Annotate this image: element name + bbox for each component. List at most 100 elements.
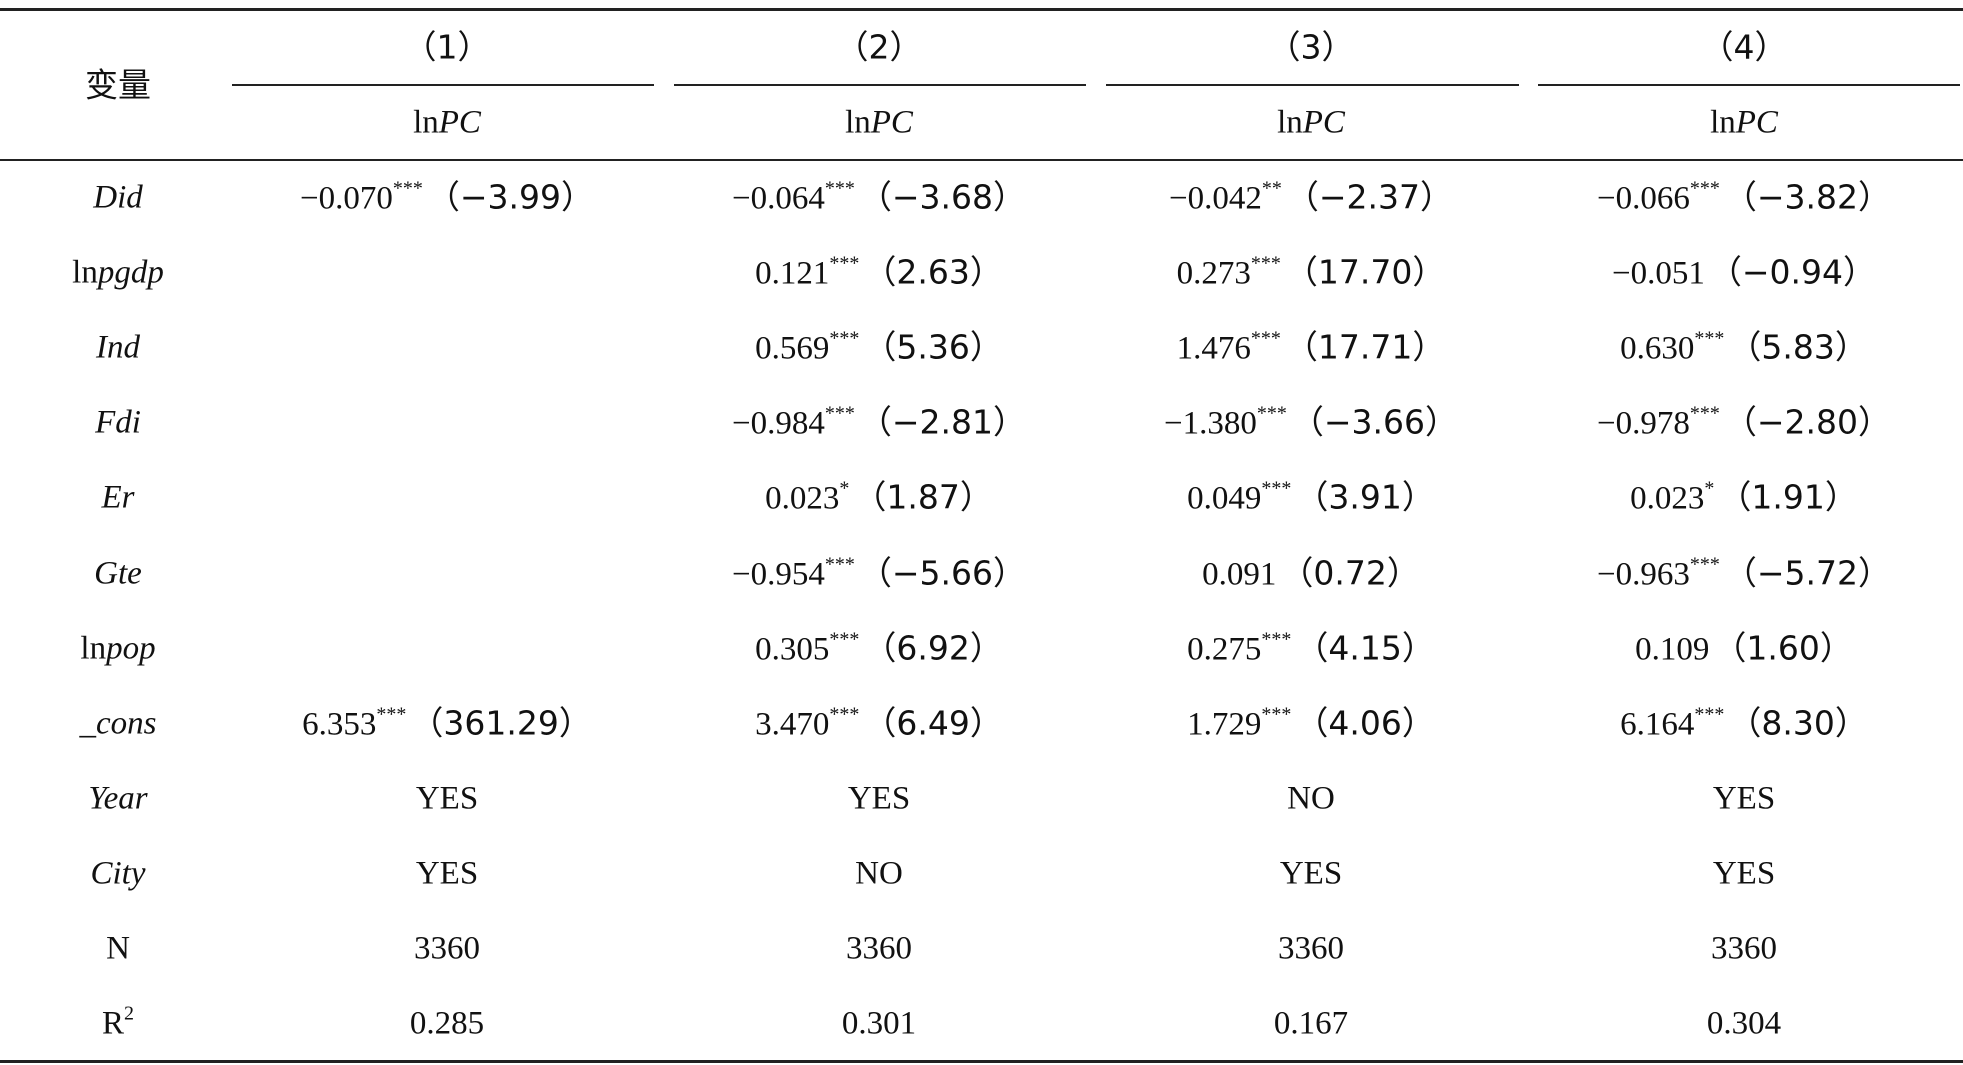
row-label: Did xyxy=(93,179,143,216)
cell: 0.023* （1.87） xyxy=(765,477,993,517)
cell: 0.049*** （3.91） xyxy=(1187,477,1435,516)
label-sup: 2 xyxy=(124,1002,135,1025)
cell: −1.380*** （−3.66） xyxy=(1164,402,1458,441)
cell: −0.978*** （−2.80） xyxy=(1597,402,1892,442)
cell: 0.285 xyxy=(410,1007,484,1041)
cell: 0.304 xyxy=(1707,1007,1781,1041)
coefficient: 6.353 xyxy=(302,706,377,743)
label-italic: pop xyxy=(106,630,156,667)
cell: YES xyxy=(1713,857,1775,890)
cell: 6.353*** （361.29） xyxy=(302,703,592,743)
significance-stars: *** xyxy=(829,252,860,275)
significance-stars: *** xyxy=(1256,402,1287,425)
column-number: （1） xyxy=(403,27,491,67)
label-italic: _cons xyxy=(79,705,157,742)
label-italic: PC xyxy=(870,104,913,141)
significance-stars: *** xyxy=(1689,402,1720,425)
cell: 0.167 xyxy=(1274,1007,1348,1041)
label-italic: Did xyxy=(93,179,143,216)
cell: 3360 xyxy=(1278,932,1344,966)
significance-stars: *** xyxy=(1250,327,1281,350)
coefficient: YES xyxy=(1712,855,1776,892)
row-label: Ind xyxy=(96,329,140,366)
column-number: （4） xyxy=(1701,31,1788,66)
row-label: N xyxy=(106,932,130,966)
significance-stars: *** xyxy=(1689,177,1720,200)
coefficient: YES xyxy=(847,780,911,817)
t-statistic: （17.71） xyxy=(1284,327,1446,367)
cell: 0.273*** （17.70） xyxy=(1177,252,1446,291)
coefficient: YES xyxy=(1279,855,1343,892)
t-statistic: （1.91） xyxy=(1718,477,1858,517)
cell: −0.042** （−2.37） xyxy=(1169,177,1454,217)
t-statistic: （−5.66） xyxy=(858,553,1027,592)
coefficient: 0.121 xyxy=(755,255,830,292)
top-rule xyxy=(0,8,1963,11)
coefficient: −0.954 xyxy=(731,556,825,592)
coefficient: 1.729 xyxy=(1187,706,1262,743)
coefficient: YES xyxy=(1712,780,1776,817)
t-statistic: （−3.99） xyxy=(426,177,595,217)
cell: −0.963*** （−5.72） xyxy=(1597,554,1891,591)
cell: −0.984*** （−2.81） xyxy=(732,402,1026,441)
label-italic: PC xyxy=(438,104,481,141)
t-statistic: （5.83） xyxy=(1728,327,1868,367)
cell: 3.470*** （6.49） xyxy=(755,704,1003,741)
coefficient: 0.109 xyxy=(1635,631,1710,668)
t-statistic: （4.15） xyxy=(1295,628,1435,668)
row-label: R2 xyxy=(101,1004,134,1042)
cell: NO xyxy=(855,857,903,890)
coefficient: 6.164 xyxy=(1620,706,1695,743)
label-italic: Ind xyxy=(96,329,140,366)
cell: 6.164*** （8.30） xyxy=(1620,703,1868,743)
significance-stars: *** xyxy=(824,402,855,425)
significance-stars: *** xyxy=(1261,628,1292,651)
coefficient: 0.630 xyxy=(1620,330,1695,367)
t-statistic: （−2.37） xyxy=(1285,177,1454,217)
t-statistic: （−0.94） xyxy=(1708,252,1877,292)
t-statistic: （8.30） xyxy=(1728,703,1868,743)
coefficient: 0.091 xyxy=(1202,556,1277,592)
cell: 0.275*** （4.15） xyxy=(1187,628,1435,668)
significance-stars: *** xyxy=(1250,252,1281,275)
significance-stars: *** xyxy=(1694,327,1725,350)
t-statistic: （−2.80） xyxy=(1723,402,1892,442)
t-statistic: （5.36） xyxy=(863,327,1003,367)
row-label: lnpop xyxy=(80,632,155,665)
dependent-variable: lnPC xyxy=(1710,106,1778,140)
coefficient: YES xyxy=(415,780,479,817)
significance-stars: *** xyxy=(1694,703,1725,726)
significance-stars: *** xyxy=(376,703,407,726)
coefficient: NO xyxy=(855,855,903,892)
cell: −0.051 （−0.94） xyxy=(1612,256,1876,291)
label-roman: ln xyxy=(72,254,98,291)
t-statistic: （−3.68） xyxy=(858,177,1027,217)
cell: YES xyxy=(416,782,478,815)
significance-stars: *** xyxy=(829,628,860,651)
column-underline xyxy=(674,84,1086,86)
significance-stars: *** xyxy=(1261,477,1292,500)
significance-stars: ** xyxy=(1261,177,1282,200)
cell: 3360 xyxy=(1711,930,1777,967)
t-statistic: （0.72） xyxy=(1280,553,1420,592)
coefficient: 0.023 xyxy=(765,480,840,517)
significance-stars: * xyxy=(839,477,850,500)
cell: −0.070*** （−3.99） xyxy=(300,177,595,217)
label-roman: R xyxy=(101,1005,125,1042)
significance-stars: *** xyxy=(824,553,855,575)
cell: YES xyxy=(1713,782,1775,815)
cell: −0.066*** （−3.82） xyxy=(1597,177,1891,216)
column-number: （1） xyxy=(404,31,491,66)
coefficient: 0.275 xyxy=(1187,631,1262,668)
dependent-variable: lnPC xyxy=(1277,104,1345,141)
label-italic: PC xyxy=(1302,104,1345,141)
cell: 1.476*** （17.71） xyxy=(1177,327,1446,367)
cell: 1.729*** （4.06） xyxy=(1187,704,1435,743)
row-label: lnpgdp xyxy=(72,254,164,291)
row-label: City xyxy=(91,857,146,890)
significance-stars: * xyxy=(1704,477,1715,500)
coefficient: 3360 xyxy=(1711,930,1777,967)
significance-stars: *** xyxy=(824,177,855,200)
mid-rule xyxy=(0,159,1963,161)
